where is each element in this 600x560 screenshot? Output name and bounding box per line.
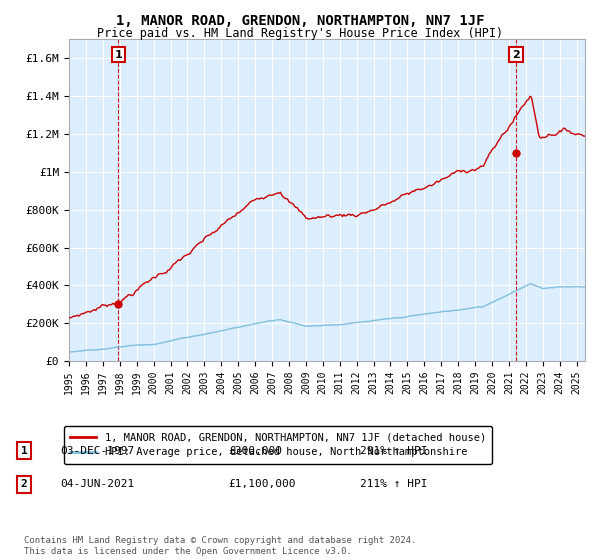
Text: £1,100,000: £1,100,000 — [228, 479, 296, 489]
Text: 1: 1 — [115, 49, 122, 59]
Text: 291% ↑ HPI: 291% ↑ HPI — [360, 446, 427, 456]
Text: 2: 2 — [20, 479, 28, 489]
Text: 03-DEC-1997: 03-DEC-1997 — [60, 446, 134, 456]
Text: Contains HM Land Registry data © Crown copyright and database right 2024.
This d: Contains HM Land Registry data © Crown c… — [24, 536, 416, 556]
Text: 1: 1 — [20, 446, 28, 456]
Text: 1, MANOR ROAD, GRENDON, NORTHAMPTON, NN7 1JF: 1, MANOR ROAD, GRENDON, NORTHAMPTON, NN7… — [116, 14, 484, 28]
Legend: 1, MANOR ROAD, GRENDON, NORTHAMPTON, NN7 1JF (detached house), HPI: Average pric: 1, MANOR ROAD, GRENDON, NORTHAMPTON, NN7… — [64, 426, 492, 464]
Text: 04-JUN-2021: 04-JUN-2021 — [60, 479, 134, 489]
Text: 2: 2 — [512, 49, 520, 59]
Text: Price paid vs. HM Land Registry's House Price Index (HPI): Price paid vs. HM Land Registry's House … — [97, 27, 503, 40]
Text: 211% ↑ HPI: 211% ↑ HPI — [360, 479, 427, 489]
Text: £300,000: £300,000 — [228, 446, 282, 456]
